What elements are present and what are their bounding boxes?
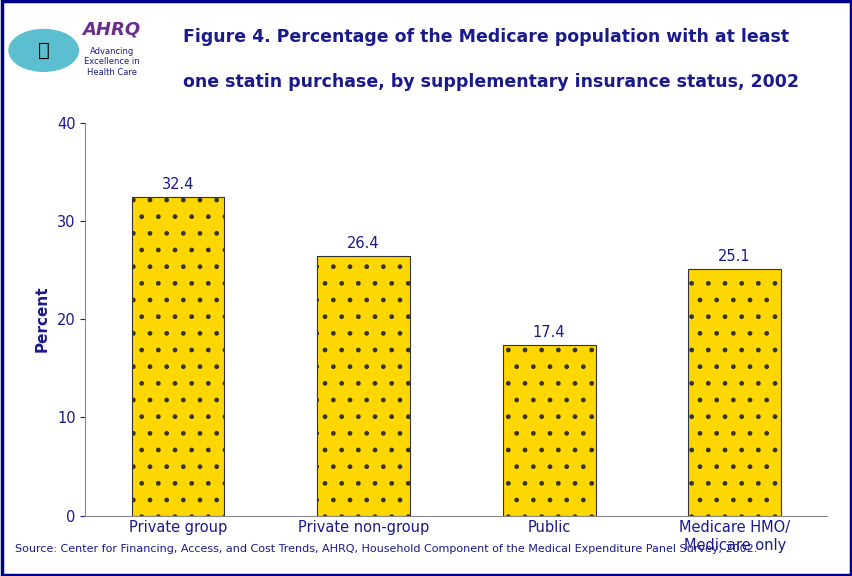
Text: Source: Center for Financing, Access, and Cost Trends, AHRQ, Household Component: Source: Center for Financing, Access, an… [15, 544, 757, 554]
Text: Figure 4. Percentage of the Medicare population with at least: Figure 4. Percentage of the Medicare pop… [183, 28, 789, 46]
Y-axis label: Percent: Percent [35, 286, 49, 353]
Text: 26.4: 26.4 [347, 236, 379, 251]
Text: 17.4: 17.4 [532, 325, 565, 340]
Text: 25.1: 25.1 [717, 249, 750, 264]
Text: AHRQ: AHRQ [83, 21, 141, 39]
Text: 32.4: 32.4 [162, 177, 194, 192]
Bar [317, 256, 410, 516]
Text: Advancing
Excellence in
Health Care: Advancing Excellence in Health Care [83, 47, 139, 77]
Circle shape [9, 29, 78, 71]
Bar [131, 198, 224, 516]
Text: one statin purchase, by supplementary insurance status, 2002: one statin purchase, by supplementary in… [183, 73, 798, 90]
Text: 🦅: 🦅 [37, 41, 49, 60]
Bar [502, 344, 595, 516]
Bar [688, 269, 780, 516]
